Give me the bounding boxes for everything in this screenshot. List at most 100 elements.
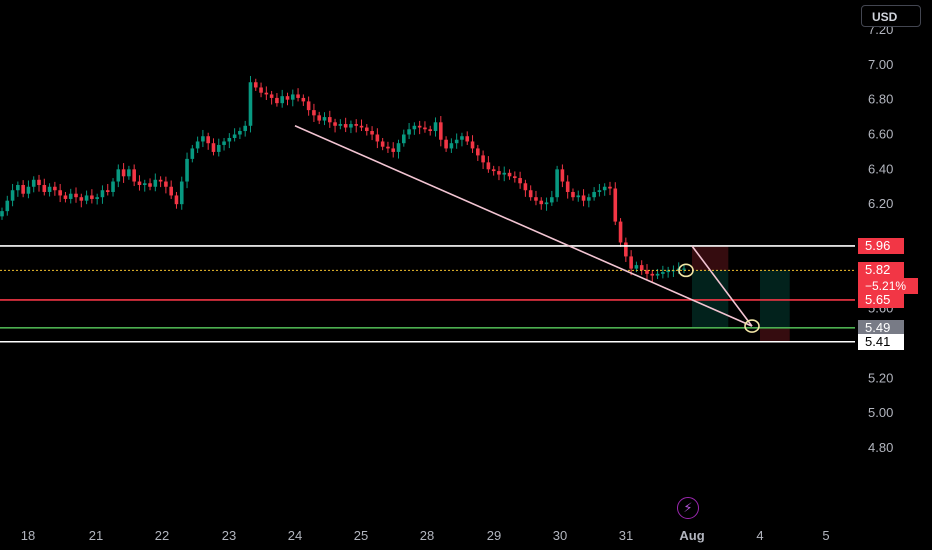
- y-tick-label: 5.00: [868, 405, 893, 420]
- candle-body: [682, 268, 686, 270]
- candle-body: [333, 122, 337, 126]
- candle-body: [396, 143, 401, 152]
- candle-body: [491, 169, 496, 172]
- candle-body: [37, 179, 41, 186]
- candle-body: [253, 82, 258, 88]
- candle-body: [153, 179, 158, 187]
- candle-body: [312, 110, 316, 116]
- x-tick-label: 24: [288, 528, 302, 543]
- candle-body: [269, 94, 274, 98]
- x-tick-label: Aug: [679, 528, 704, 543]
- candle-body: [655, 273, 660, 276]
- candle-body: [111, 181, 115, 192]
- candle-body: [465, 136, 470, 142]
- position-box-profit: [760, 270, 790, 328]
- candle-body: [275, 97, 279, 104]
- candle-body: [100, 190, 105, 198]
- candle-body: [190, 148, 195, 159]
- candle-body: [90, 195, 94, 199]
- candle-body: [343, 124, 348, 128]
- candle-body: [428, 129, 433, 132]
- candle-body: [349, 124, 353, 128]
- horizontal-levels: [0, 245, 855, 343]
- candle-body: [195, 141, 200, 149]
- candle-body: [391, 148, 396, 152]
- candle-body: [550, 197, 554, 203]
- candle-body: [407, 129, 411, 135]
- candle-body: [74, 193, 78, 198]
- candle-body: [401, 134, 406, 144]
- candle-body: [84, 195, 89, 201]
- candle-body: [666, 270, 670, 273]
- candle-body: [587, 197, 591, 201]
- y-tick-label: 4.80: [868, 440, 893, 455]
- candle-body: [460, 136, 464, 140]
- candle-body: [327, 117, 332, 123]
- candle-body: [481, 155, 485, 163]
- price-tag-5-96: 5.96: [858, 237, 904, 254]
- candle-body: [375, 134, 380, 142]
- candle-body: [264, 92, 269, 95]
- candle-body: [42, 185, 47, 192]
- candle-body: [602, 186, 607, 191]
- candle-body: [121, 169, 126, 177]
- y-tick-label: 7.00: [868, 57, 893, 72]
- price-tag-5-41: 5.41: [858, 333, 904, 350]
- candle-body: [544, 202, 549, 205]
- candle-body: [216, 144, 221, 152]
- candle-body: [296, 94, 300, 98]
- y-tick-label: 6.80: [868, 92, 893, 107]
- candle-body: [661, 272, 665, 274]
- marker-circle: [744, 319, 760, 333]
- candle-body: [476, 148, 480, 156]
- candle-body: [513, 176, 517, 179]
- currency-selector-button[interactable]: USD: [861, 5, 921, 27]
- candle-body: [523, 183, 528, 191]
- y-tick-label: 6.60: [868, 127, 893, 142]
- trendline-0: [294, 125, 753, 327]
- candle-body: [486, 162, 491, 170]
- candle-body: [285, 96, 290, 100]
- candle-body: [539, 200, 544, 205]
- candle-body: [555, 169, 559, 198]
- candle-body: [63, 195, 68, 199]
- markers: [678, 263, 760, 333]
- x-tick-label: 31: [619, 528, 633, 543]
- candle-body: [222, 141, 226, 145]
- flash-icon[interactable]: ⚡: [677, 497, 699, 519]
- candle-body: [449, 143, 454, 149]
- candle-body: [386, 146, 390, 149]
- candle-body: [68, 193, 73, 199]
- candle-body: [354, 124, 359, 126]
- candle-body: [238, 131, 242, 135]
- candle-body: [359, 125, 364, 128]
- candle-body: [211, 143, 216, 152]
- candle-body: [31, 179, 36, 187]
- candle-body: [502, 172, 507, 175]
- price-tag-5-49: 5.49: [858, 319, 904, 336]
- candle-body: [5, 200, 10, 212]
- candle-body: [232, 134, 237, 138]
- candle-body: [423, 127, 427, 130]
- candle-body: [433, 122, 438, 132]
- x-tick-label: 30: [553, 528, 567, 543]
- x-tick-label: 21: [89, 528, 103, 543]
- candle-body: [613, 188, 618, 222]
- candle-body: [105, 190, 110, 192]
- candle-body: [280, 96, 285, 104]
- candle-body: [380, 141, 385, 147]
- candle-body: [132, 169, 136, 182]
- candle-body: [454, 139, 459, 144]
- position-box-loss: [760, 327, 790, 342]
- marker-circle: [678, 263, 694, 278]
- candle-body: [639, 265, 644, 271]
- candle-body: [58, 190, 62, 196]
- candle-body: [412, 125, 417, 130]
- candle-body: [0, 211, 4, 217]
- candle-body: [185, 158, 189, 182]
- candle-body: [645, 270, 649, 274]
- candle-body: [634, 265, 639, 269]
- x-axis: 18 21 22 23 24 25 28 29 30 31 Aug 4 5: [21, 528, 830, 543]
- candle-body: [322, 117, 327, 121]
